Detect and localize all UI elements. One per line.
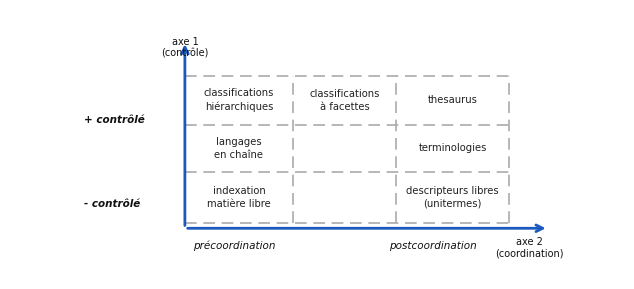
Text: thesaurus: thesaurus: [428, 95, 477, 105]
Text: classifications
à facettes: classifications à facettes: [309, 89, 380, 112]
Text: descripteurs libres
(unitermes): descripteurs libres (unitermes): [406, 186, 499, 209]
Text: langages
en chaîne: langages en chaîne: [214, 137, 264, 160]
Text: classifications
hiérarchiques: classifications hiérarchiques: [204, 88, 274, 112]
Text: - contrôlé: - contrôlé: [84, 199, 140, 209]
Text: indexation
matière libre: indexation matière libre: [207, 186, 271, 209]
Text: + contrôlé: + contrôlé: [84, 115, 145, 125]
Text: précoordination: précoordination: [193, 241, 275, 251]
Text: terminologies: terminologies: [418, 143, 487, 153]
Text: axe 2
(coordination): axe 2 (coordination): [495, 237, 563, 259]
Text: axe 1
(contrôle): axe 1 (contrôle): [161, 37, 209, 58]
Text: postcoordination: postcoordination: [389, 241, 477, 251]
